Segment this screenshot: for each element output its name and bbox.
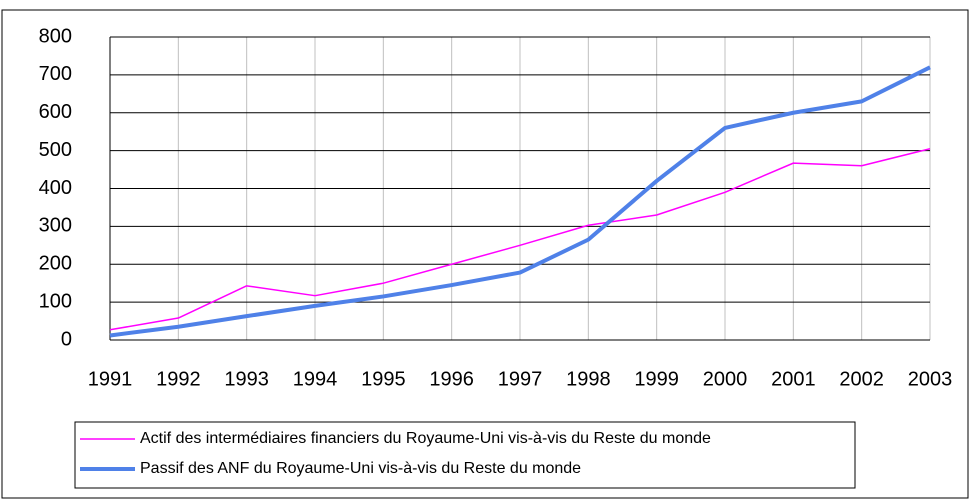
x-tick-label: 2001 [771, 368, 816, 390]
x-tick-label: 1993 [224, 368, 269, 390]
x-tick-label: 2000 [703, 368, 748, 390]
x-tick-label: 1998 [566, 368, 611, 390]
x-tick-label: 1994 [293, 368, 338, 390]
series-line [109, 148, 931, 331]
y-tick-label: 200 [39, 253, 72, 275]
legend-label: Passif des ANF du Royaume-Uni vis-à-vis … [140, 460, 581, 477]
x-tick-label: 1992 [156, 368, 201, 390]
x-tick-label: 1997 [498, 368, 543, 390]
y-tick-label: 500 [39, 139, 72, 161]
y-tick-label: 400 [39, 177, 72, 199]
y-tick-label: 100 [39, 290, 72, 312]
series-line [109, 65, 931, 338]
legend-label: Actif des intermédiaires financiers du R… [140, 430, 711, 447]
x-tick-label: 2003 [908, 368, 953, 390]
chart-frame [1, 9, 969, 499]
x-tick-label: 1996 [429, 368, 474, 390]
x-tick-label: 1991 [88, 368, 133, 390]
y-tick-label: 600 [39, 101, 72, 123]
y-tick-label: 800 [39, 25, 72, 47]
y-tick-label: 300 [39, 215, 72, 237]
x-tick-label: 1995 [361, 368, 406, 390]
y-tick-label: 700 [39, 63, 72, 85]
x-tick-label: 1999 [634, 368, 679, 390]
legend-box [74, 421, 856, 489]
x-tick-label: 2002 [839, 368, 884, 390]
y-tick-label: 0 [61, 328, 72, 350]
